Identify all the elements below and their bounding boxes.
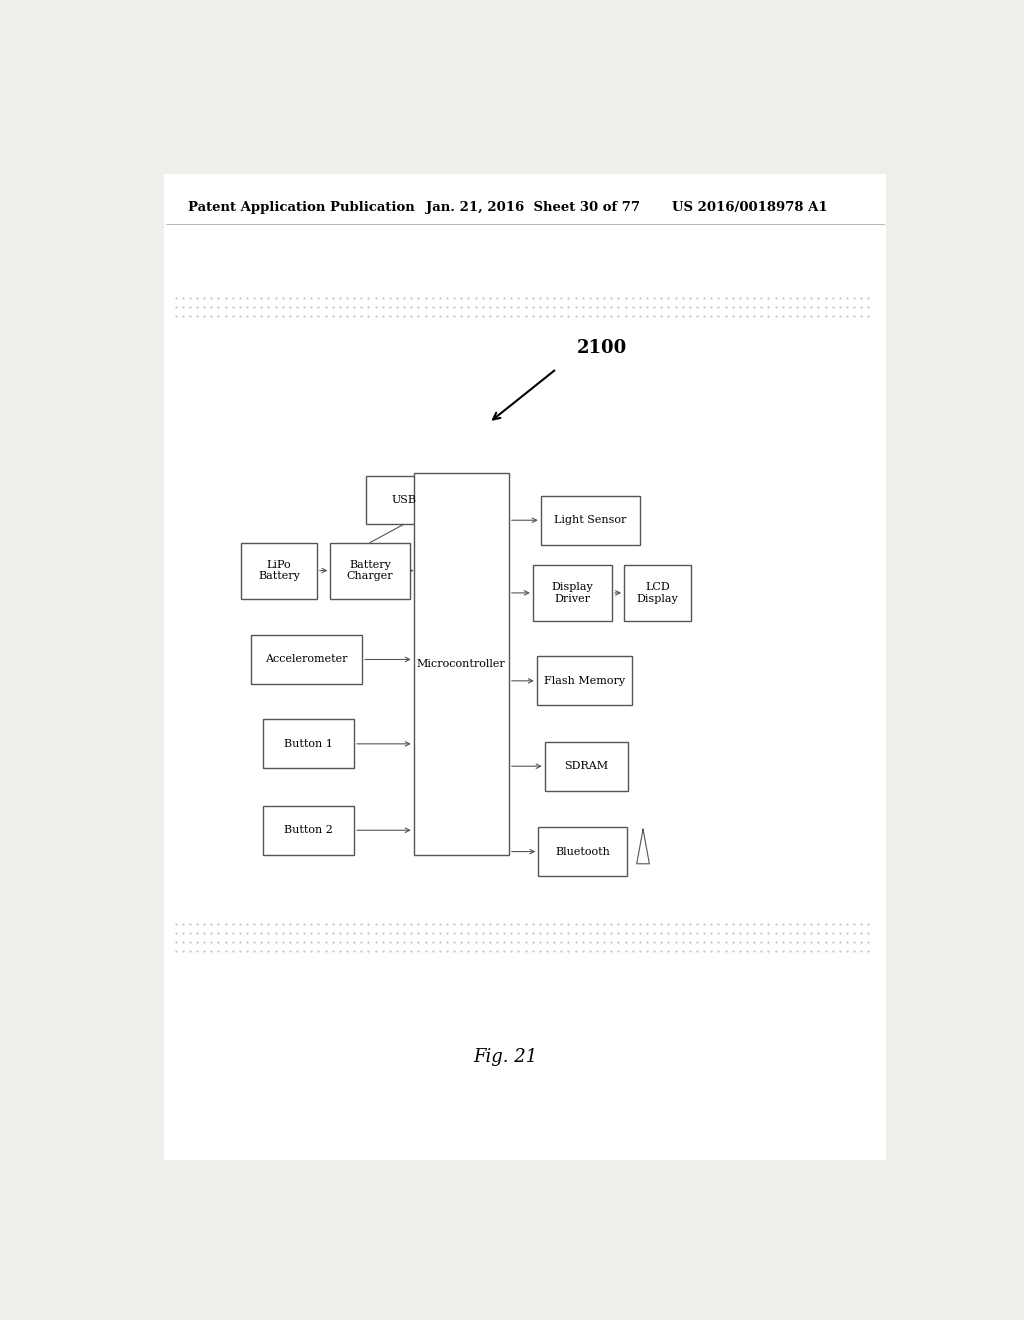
- FancyBboxPatch shape: [164, 174, 886, 1159]
- Text: Button 1: Button 1: [284, 739, 333, 748]
- Text: Bluetooth: Bluetooth: [555, 846, 610, 857]
- Text: 2100: 2100: [577, 339, 627, 356]
- FancyBboxPatch shape: [367, 475, 441, 524]
- FancyBboxPatch shape: [624, 565, 691, 620]
- Text: Patent Application Publication: Patent Application Publication: [187, 201, 415, 214]
- FancyBboxPatch shape: [545, 742, 628, 791]
- Text: Button 2: Button 2: [284, 825, 333, 836]
- FancyBboxPatch shape: [532, 565, 612, 620]
- FancyBboxPatch shape: [242, 543, 316, 598]
- FancyBboxPatch shape: [541, 496, 640, 545]
- FancyBboxPatch shape: [414, 474, 509, 854]
- Text: Battery
Charger: Battery Charger: [347, 560, 393, 581]
- FancyBboxPatch shape: [263, 805, 354, 854]
- FancyBboxPatch shape: [331, 543, 410, 598]
- Text: LCD
Display: LCD Display: [637, 582, 679, 603]
- Text: Microcontroller: Microcontroller: [417, 659, 506, 669]
- Text: USB: USB: [391, 495, 417, 506]
- Text: Flash Memory: Flash Memory: [544, 676, 625, 686]
- FancyBboxPatch shape: [537, 656, 632, 705]
- FancyBboxPatch shape: [251, 635, 362, 684]
- FancyBboxPatch shape: [263, 719, 354, 768]
- Text: US 2016/0018978 A1: US 2016/0018978 A1: [672, 201, 827, 214]
- Text: SDRAM: SDRAM: [564, 762, 608, 771]
- Text: Jan. 21, 2016  Sheet 30 of 77: Jan. 21, 2016 Sheet 30 of 77: [426, 201, 640, 214]
- Text: LiPo
Battery: LiPo Battery: [258, 560, 300, 581]
- Text: Accelerometer: Accelerometer: [265, 655, 348, 664]
- FancyBboxPatch shape: [539, 828, 627, 876]
- Text: Display
Driver: Display Driver: [552, 582, 593, 603]
- Text: Light Sensor: Light Sensor: [554, 515, 627, 525]
- Text: Fig. 21: Fig. 21: [473, 1048, 537, 1065]
